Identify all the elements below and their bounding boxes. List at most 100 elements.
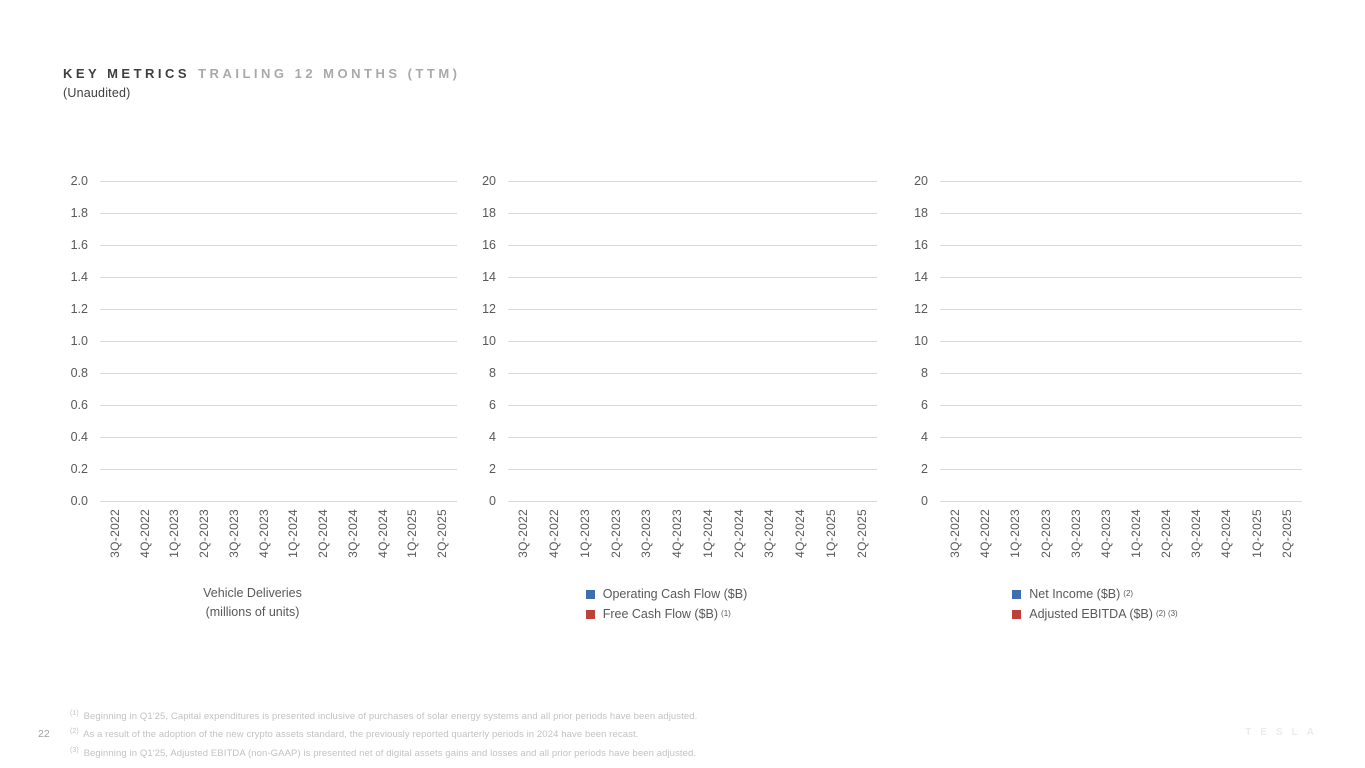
y-tick-label: 12 (482, 302, 496, 316)
legend-label: Operating Cash Flow ($B) (602, 587, 748, 601)
gridline (940, 309, 1302, 310)
x-tick-label: 1Q-2025 (1249, 509, 1264, 558)
y-tick-label: 18 (914, 206, 928, 220)
footnote-ref: (1) (70, 710, 79, 717)
y-tick-label: 1.4 (70, 270, 88, 284)
y-tick-label: 0.4 (70, 430, 88, 444)
legend-box: Operating Cash Flow ($B) Free Cash Flow (… (585, 584, 748, 624)
legend-item: Adjusted EBITDA ($B) (2) (3) (1012, 604, 1178, 624)
slide-header: KEY METRICS TRAILING 12 MONTHS (TTM) (Una… (63, 66, 461, 100)
x-tick-label: 2Q-2024 (731, 509, 746, 558)
footnote: (2) As a result of the adoption of the n… (70, 724, 697, 742)
x-tick-label: 3Q-2023 (639, 509, 654, 558)
legend: Net Income ($B) (2) Adjusted EBITDA ($B) (2… (888, 584, 1302, 624)
x-tick-label: 2Q-2023 (608, 509, 623, 558)
legend-item: Net Income ($B) (2) (1012, 584, 1177, 604)
x-tick-label: 2Q-2025 (435, 509, 450, 558)
y-tick-label: 2.0 (70, 174, 88, 188)
x-tick-label: 3Q-2024 (762, 509, 777, 558)
footnote: (3) Beginning in Q1'25, Adjusted EBITDA … (70, 743, 697, 761)
title-primary: KEY METRICS (63, 66, 191, 81)
gridline (940, 213, 1302, 214)
gridline (100, 373, 457, 374)
y-tick-label: 18 (482, 206, 496, 220)
legend-item: Operating Cash Flow ($B) (585, 584, 748, 604)
x-tick-label: 3Q-2022 (516, 509, 531, 558)
legend-label: Net Income ($B) (1029, 587, 1121, 601)
gridline (940, 245, 1302, 246)
x-tick-label: 1Q-2023 (577, 509, 592, 558)
y-tick-label: 20 (914, 174, 928, 188)
x-tick-label: 3Q-2024 (345, 509, 360, 558)
x-tick-label: 2Q-2025 (854, 509, 869, 558)
y-tick-label: 8 (489, 366, 496, 380)
x-tick-label: 4Q-2024 (793, 509, 808, 558)
page-number: 22 (38, 728, 50, 740)
y-tick-label: 4 (921, 430, 928, 444)
x-tick-label: 1Q-2024 (700, 509, 715, 558)
gridline (508, 373, 877, 374)
x-tick-label: 3Q-2024 (1189, 509, 1204, 558)
x-axis-labels: 3Q-2022 4Q-2022 1Q-2023 2Q-2023 3Q-2023 4Q-20… (940, 509, 1302, 581)
legend-footnote-ref: (2) (3) (1155, 609, 1178, 618)
x-tick-label: 2Q-2023 (1038, 509, 1053, 558)
x-tick-label: 3Q-2023 (226, 509, 241, 558)
gridline (100, 437, 457, 438)
gridline (508, 405, 877, 406)
y-tick-label: 16 (914, 238, 928, 252)
x-tick-label: 4Q-2022 (137, 509, 152, 558)
x-tick-label: 2Q-2024 (316, 509, 331, 558)
gridline (940, 405, 1302, 406)
x-tick-label: 1Q-2023 (167, 509, 182, 558)
page-title: KEY METRICS TRAILING 12 MONTHS (TTM) (63, 66, 461, 81)
footnote-ref: (3) (70, 746, 79, 754)
y-tick-label: 1.6 (70, 238, 88, 252)
y-tick-label: 2 (489, 462, 496, 476)
title-secondary: TRAILING 12 MONTHS (TTM) (198, 66, 461, 81)
y-tick-label: 1.0 (70, 334, 88, 348)
y-tick-label: 2 (921, 462, 928, 476)
y-tick-label: 12 (914, 302, 928, 316)
gridline (100, 213, 457, 214)
x-tick-label: 4Q-2023 (256, 509, 271, 558)
legend-label: Adjusted EBITDA ($B) (1029, 607, 1153, 621)
x-tick-label: 3Q-2022 (107, 509, 122, 558)
x-tick-label: 1Q-2025 (823, 509, 838, 558)
tesla-wordmark: TESLA (1245, 727, 1323, 738)
y-tick-label: 14 (482, 270, 496, 284)
x-tick-label: 2Q-2024 (1159, 509, 1174, 558)
gridline (940, 469, 1302, 470)
gridline (100, 309, 457, 310)
x-tick-label: 2Q-2023 (197, 509, 212, 558)
footnote-text: Beginning in Q1'25, Capital expenditures… (80, 711, 698, 723)
gridline (100, 181, 457, 182)
y-tick-label: 1.8 (70, 206, 88, 220)
gridline (100, 341, 457, 342)
y-tick-label: 0.2 (70, 462, 88, 476)
x-tick-label: 1Q-2023 (1008, 509, 1023, 558)
gridline (100, 501, 457, 502)
x-tick-label: 1Q-2024 (286, 509, 301, 558)
x-tick-label: 1Q-2025 (405, 509, 420, 558)
legend-swatch (585, 609, 595, 619)
footnote: (1) Beginning in Q1'25, Capital expendit… (70, 706, 697, 724)
legend-swatch (585, 589, 595, 599)
y-tick-label: 16 (482, 238, 496, 252)
legend: Vehicle Deliveries (millions of units) (48, 584, 457, 622)
gridline (940, 501, 1302, 502)
footnotes: (1) Beginning in Q1'25, Capital expendit… (70, 706, 697, 761)
gridline (508, 341, 877, 342)
y-tick-label: 0.0 (70, 494, 88, 508)
footnote-text: Beginning in Q1'25, Adjusted EBITDA (non… (80, 747, 697, 759)
y-tick-label: 14 (914, 270, 928, 284)
x-tick-label: 4Q-2022 (547, 509, 562, 558)
y-tick-label: 20 (482, 174, 496, 188)
gridline (508, 501, 877, 502)
footnote-ref: (2) (70, 728, 79, 736)
y-tick-label: 1.2 (70, 302, 88, 316)
x-tick-label: 1Q-2024 (1129, 509, 1144, 558)
x-tick-label: 3Q-2022 (948, 509, 963, 558)
legend-swatch (1012, 589, 1022, 599)
